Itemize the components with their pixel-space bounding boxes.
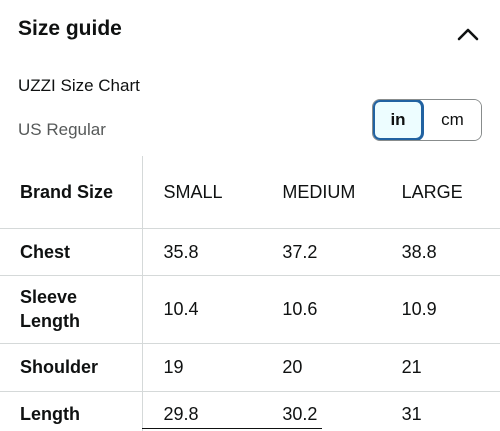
row-label-chest: Chest bbox=[0, 228, 143, 275]
table-cell: 30.2 bbox=[282, 403, 318, 424]
unit-button-in[interactable]: in bbox=[373, 100, 424, 140]
row-label-length: Length bbox=[0, 391, 143, 431]
table-row: Chest 35.8 37.2 38.8 bbox=[0, 228, 500, 275]
column-header-medium: MEDIUM bbox=[282, 181, 356, 202]
size-region: US Regular bbox=[18, 120, 106, 139]
size-table: Brand Size SMALL MEDIUM LARGE Chest 35.8… bbox=[0, 156, 500, 431]
table-cell: 31 bbox=[401, 403, 422, 424]
table-cell: 37.2 bbox=[282, 241, 318, 262]
size-chart-name: UZZI Size Chart bbox=[18, 76, 140, 95]
page-title: Size guide bbox=[18, 17, 122, 40]
brand-size-header: Brand Size bbox=[0, 156, 143, 228]
unit-toggle: in cm bbox=[372, 99, 482, 141]
table-row: Sleeve Length 10.4 10.6 10.9 bbox=[0, 275, 500, 343]
row-label-shoulder: Shoulder bbox=[0, 343, 143, 391]
table-cell: 29.8 bbox=[163, 403, 199, 424]
unit-button-cm[interactable]: cm bbox=[424, 100, 481, 140]
table-row: Length 29.8 30.2 31 bbox=[0, 391, 500, 431]
table-cell: 35.8 bbox=[163, 241, 199, 262]
table-cell: 20 bbox=[282, 357, 303, 377]
size-guide-header[interactable]: Size guide bbox=[18, 16, 500, 52]
table-cell: 10.4 bbox=[163, 299, 199, 319]
column-header-small: SMALL bbox=[163, 181, 223, 202]
table-header-row: Brand Size SMALL MEDIUM LARGE bbox=[0, 156, 500, 228]
row-label-sleeve-length: Sleeve Length bbox=[0, 275, 143, 343]
table-cell: 10.9 bbox=[401, 299, 437, 319]
table-row: Shoulder 19 20 21 bbox=[0, 343, 500, 391]
horizontal-scroll-indicator[interactable] bbox=[142, 428, 322, 429]
table-cell: 21 bbox=[401, 357, 422, 377]
table-cell: 19 bbox=[163, 357, 184, 377]
chevron-up-icon[interactable] bbox=[456, 22, 480, 46]
table-cell: 38.8 bbox=[401, 241, 437, 262]
table-cell: 10.6 bbox=[282, 299, 318, 319]
column-header-large: LARGE bbox=[401, 181, 463, 202]
